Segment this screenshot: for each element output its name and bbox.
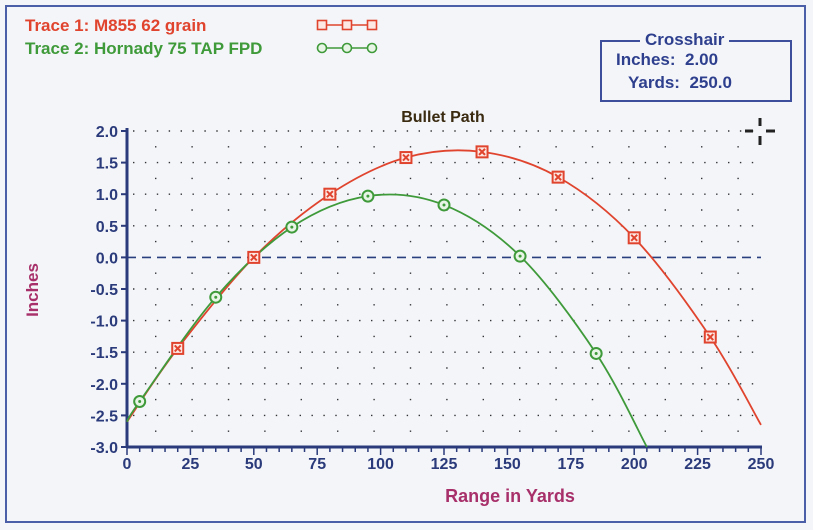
yards-value: 250.0 xyxy=(689,73,732,92)
y-tick-label: 2.0 xyxy=(96,124,118,141)
inches-value: 2.00 xyxy=(684,50,719,69)
x-tick-label: 25 xyxy=(182,456,200,473)
x-tick-label: 75 xyxy=(308,456,326,473)
x-tick-label: 125 xyxy=(431,456,458,473)
legend-marker-1 xyxy=(316,19,328,31)
legend-trace2: Trace 2: Hornady 75 TAP FPD xyxy=(25,39,263,58)
series-line-1 xyxy=(126,149,762,426)
x-tick-label: 175 xyxy=(557,456,584,473)
x-tick-label: 225 xyxy=(684,456,711,473)
trace2-marker xyxy=(513,249,527,263)
trace1-marker xyxy=(171,341,185,355)
trace2-marker xyxy=(589,346,603,360)
y-tick-label: -3.0 xyxy=(90,440,118,457)
trace2-marker xyxy=(133,394,147,408)
trace1-marker xyxy=(323,187,337,201)
x-tick-label: 150 xyxy=(494,456,521,473)
legend-trace1: Trace 1: M855 62 grain xyxy=(25,16,207,35)
y-tick-label: 1.5 xyxy=(96,156,118,173)
y-tick-label: -0.5 xyxy=(90,282,118,299)
crosshair-panel: Crosshair Inches: 2.00 Yards: 250.0 xyxy=(600,30,792,102)
inches-label: Inches: xyxy=(616,50,676,69)
trace2-marker xyxy=(361,189,375,203)
trace1-marker xyxy=(475,145,489,159)
legend-marker-2 xyxy=(366,42,378,54)
x-tick-label: 100 xyxy=(367,456,394,473)
crosshair-title: Crosshair xyxy=(640,30,730,50)
y-tick-label: -2.0 xyxy=(90,377,118,394)
y-tick-label: 0.0 xyxy=(96,250,118,267)
legend-marker-1 xyxy=(366,19,378,31)
legend-marker-2 xyxy=(341,42,353,54)
trace1-marker xyxy=(399,151,413,165)
y-tick-label: -1.0 xyxy=(90,314,118,331)
chart-title: Bullet Path xyxy=(401,109,485,126)
y-tick-label: -1.5 xyxy=(90,345,118,362)
y-tick-label: 0.5 xyxy=(96,219,118,236)
x-tick-label: 0 xyxy=(123,456,132,473)
legend-marker-2 xyxy=(316,42,328,54)
y-axis-label: Inches xyxy=(23,263,42,317)
x-tick-label: 200 xyxy=(621,456,648,473)
x-tick-label: 50 xyxy=(245,456,263,473)
trace1-marker xyxy=(703,330,717,344)
y-tick-label: -2.5 xyxy=(90,408,118,425)
trace2-marker xyxy=(285,220,299,234)
frame xyxy=(5,5,806,523)
trace2-marker xyxy=(209,290,223,304)
trace2-marker xyxy=(437,198,451,212)
x-tick-label: 250 xyxy=(748,456,775,473)
legend-marker-1 xyxy=(341,19,353,31)
trace1-marker xyxy=(247,250,261,264)
crosshair-cursor-icon xyxy=(745,118,775,145)
y-tick-label: 1.0 xyxy=(96,187,118,204)
x-axis-label: Range in Yards xyxy=(445,486,575,506)
yards-label: Yards: xyxy=(628,73,680,92)
trace1-marker xyxy=(551,170,565,184)
trace1-marker xyxy=(627,231,641,245)
